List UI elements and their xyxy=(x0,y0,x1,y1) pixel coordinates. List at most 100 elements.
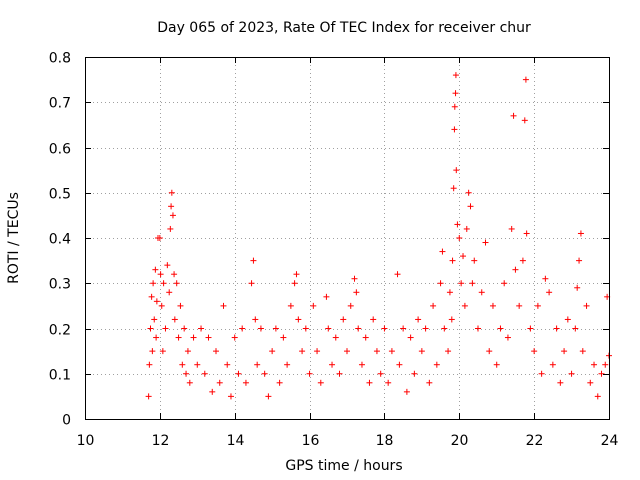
data-point xyxy=(201,370,208,377)
data-point xyxy=(323,293,330,300)
data-point xyxy=(523,230,530,237)
data-point xyxy=(598,370,605,377)
x-tick-labels: 10 12 14 16 18 20 22 24 xyxy=(77,433,619,449)
data-point xyxy=(168,189,175,196)
data-point xyxy=(153,298,160,305)
data-point xyxy=(293,271,300,278)
y-tick-labels: 0 0.1 0.2 0.3 0.4 0.5 0.6 0.7 0.8 xyxy=(49,51,71,429)
data-point xyxy=(177,302,184,309)
data-point xyxy=(291,280,298,287)
data-point xyxy=(272,325,279,332)
data-point xyxy=(153,334,160,341)
data-point xyxy=(186,379,193,386)
data-point xyxy=(577,230,584,237)
data-point xyxy=(184,348,191,355)
data-point xyxy=(310,302,317,309)
y-tick-label: 0.2 xyxy=(49,323,71,339)
data-point xyxy=(594,393,601,400)
data-point xyxy=(287,302,294,309)
data-point xyxy=(458,280,465,287)
data-point xyxy=(190,334,197,341)
data-point xyxy=(276,379,283,386)
data-point xyxy=(394,271,401,278)
data-point xyxy=(467,203,474,210)
data-point xyxy=(205,334,212,341)
data-point xyxy=(549,361,556,368)
data-point xyxy=(224,361,231,368)
data-point xyxy=(493,361,500,368)
y-tick-label: 0.3 xyxy=(49,277,71,293)
data-point xyxy=(175,334,182,341)
data-point xyxy=(451,103,458,110)
data-point xyxy=(220,302,227,309)
x-tick-label: 18 xyxy=(376,433,394,449)
data-point xyxy=(415,316,422,323)
data-point xyxy=(265,393,272,400)
data-point xyxy=(542,275,549,282)
data-point xyxy=(388,348,395,355)
data-point xyxy=(411,370,418,377)
data-point xyxy=(422,325,429,332)
data-point xyxy=(454,221,461,228)
data-point xyxy=(261,370,268,377)
data-point xyxy=(295,316,302,323)
data-point xyxy=(385,379,392,386)
data-point xyxy=(381,325,388,332)
data-point xyxy=(418,348,425,355)
data-point xyxy=(171,271,178,278)
data-point xyxy=(579,348,586,355)
data-point xyxy=(164,262,171,269)
data-point xyxy=(329,361,336,368)
data-point xyxy=(306,370,313,377)
data-point xyxy=(358,361,365,368)
data-point xyxy=(512,266,519,273)
data-point xyxy=(179,361,186,368)
data-point xyxy=(445,348,452,355)
data-point xyxy=(169,212,176,219)
data-point xyxy=(574,284,581,291)
data-point xyxy=(231,334,238,341)
data-point xyxy=(441,325,448,332)
data-point xyxy=(433,361,440,368)
data-point xyxy=(377,370,384,377)
data-point xyxy=(149,348,156,355)
data-point xyxy=(254,361,261,368)
data-point xyxy=(160,280,167,287)
data-point xyxy=(475,325,481,332)
data-point xyxy=(449,257,456,264)
y-tick-label: 0.5 xyxy=(49,187,71,203)
y-tick-label: 0.6 xyxy=(49,142,71,158)
data-point xyxy=(314,348,321,355)
data-point xyxy=(534,302,541,309)
data-point xyxy=(252,316,259,323)
data-point xyxy=(166,289,173,296)
data-point xyxy=(373,348,380,355)
data-point xyxy=(344,348,350,355)
axis-ticks xyxy=(85,57,610,420)
data-point xyxy=(353,289,360,296)
data-point xyxy=(587,379,594,386)
x-tick-label: 24 xyxy=(601,433,619,449)
data-point xyxy=(150,280,157,287)
data-point xyxy=(269,348,276,355)
x-tick-label: 16 xyxy=(302,433,320,449)
data-point xyxy=(347,302,354,309)
data-point xyxy=(209,388,216,395)
data-point xyxy=(158,302,165,309)
data-point xyxy=(469,280,476,287)
data-point xyxy=(168,203,175,210)
x-axis-label: GPS time / hours xyxy=(285,458,402,474)
data-point xyxy=(451,126,458,133)
data-point xyxy=(576,257,583,264)
data-point xyxy=(450,185,457,192)
y-axis-label: ROTI / TECUs xyxy=(6,192,22,284)
data-point xyxy=(400,325,407,332)
data-point xyxy=(519,257,526,264)
data-point xyxy=(482,239,489,246)
data-points xyxy=(145,72,612,400)
data-point xyxy=(284,361,291,368)
data-point xyxy=(471,257,478,264)
x-tick-label: 12 xyxy=(152,433,170,449)
data-point xyxy=(157,271,164,278)
data-point xyxy=(452,72,459,79)
